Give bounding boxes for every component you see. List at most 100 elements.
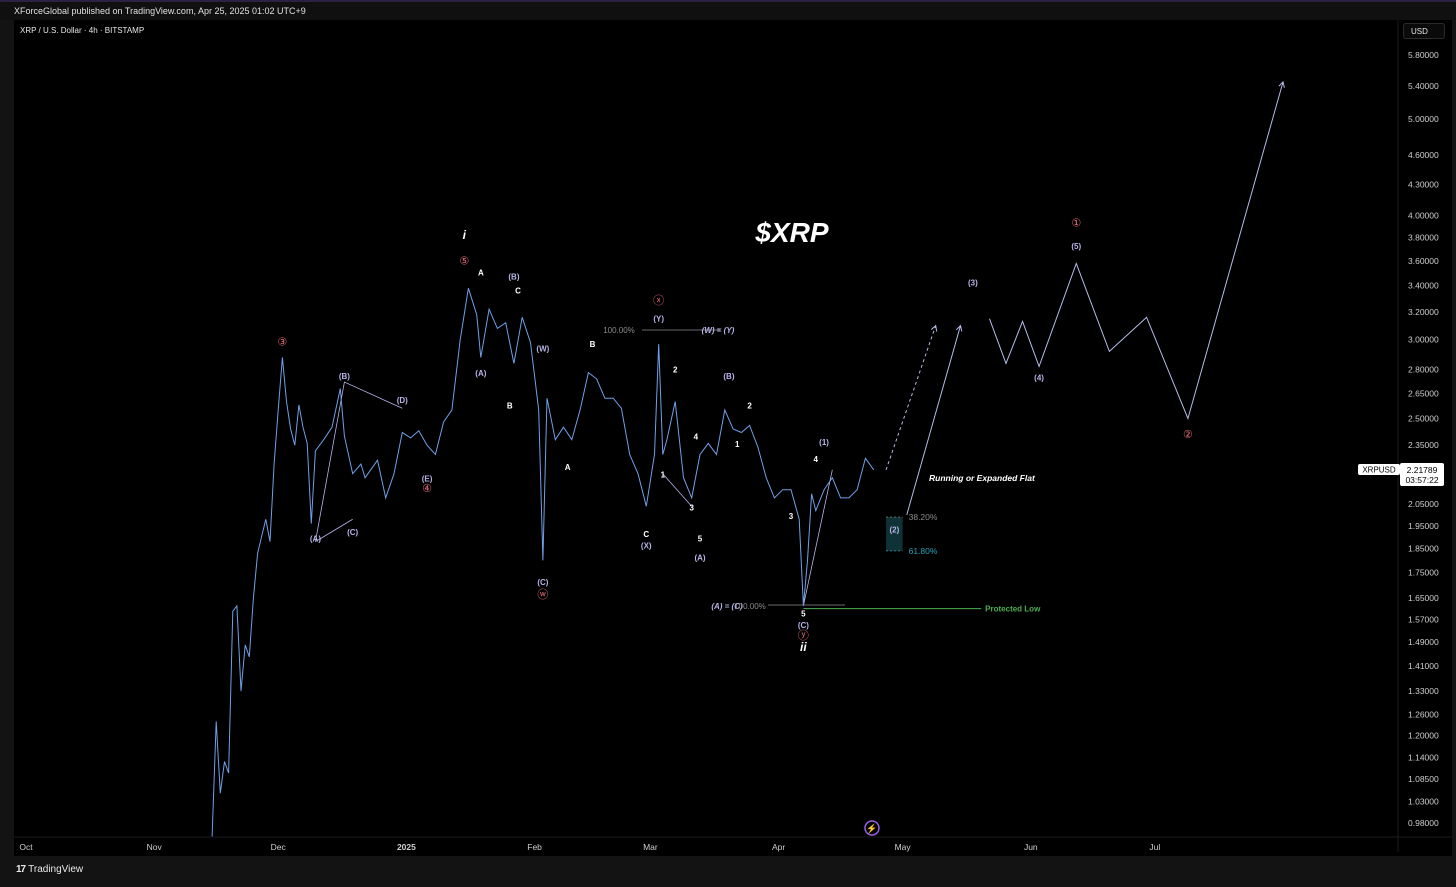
protected-low-label: Protected Low [985,605,1041,614]
wave-label: (1) [819,438,829,447]
fib-382-label: 38.20% [909,512,938,522]
wave-label: 5 [698,535,703,544]
currency-button[interactable]: USD [1403,23,1445,39]
last-price-box [1400,463,1444,486]
fib-100-top-label: 100.00% [603,326,635,335]
price-tick-label: 1.75000 [1408,568,1439,578]
price-tick-label: 2.50000 [1408,413,1439,423]
wave-label: (W) [536,344,549,353]
price-tick-label: 5.40000 [1408,81,1439,91]
price-tick-label: 1.20000 [1408,731,1439,741]
wave-label: (A) [475,369,486,378]
structure-line [315,381,403,542]
dashed-projection [885,325,937,470]
tradingview-logo[interactable]: 17 TradingView [16,864,83,875]
time-tick-label: May [895,842,912,852]
price-tick-label: 5.00000 [1408,114,1439,124]
time-tick-label: Mar [643,842,658,852]
time-tick-label: Dec [271,842,287,852]
wave-label: 1 [735,440,740,449]
price-tick-label: 2.80000 [1408,365,1439,375]
wave-label: C [515,286,521,295]
price-axis: 5.80000 5.40000 5.00000 4.60000 4.30000 4.000… [1408,50,1439,828]
time-tick-label: Oct [19,842,33,852]
wave-label: 3 [690,504,695,513]
price-line[interactable] [211,288,875,837]
wave-label: A [565,463,571,472]
wave-labels: ③(A)(B)(C)(D)(E)④i⑤A(A)(B)CB(W)(C)ⓦABC(X… [277,217,1193,653]
wave-label: i [463,228,467,242]
wave-label: B [507,401,513,410]
chart-title: $XRP [754,217,828,248]
wave-label: (B) [339,372,350,381]
wave-label: (C) [798,621,809,630]
symbol-tag: XRPUSD [1362,466,1396,475]
time-tick-label: Apr [772,842,785,852]
wave-label: B [590,340,596,349]
price-tick-label: 3.20000 [1408,307,1439,317]
price-tick-label: 2.35000 [1408,440,1439,450]
price-tick-label: 1.41000 [1408,661,1439,671]
fib-100-bottom-label: 100.00% [734,602,766,611]
price-tick-label: 0.98000 [1408,818,1439,828]
time-tick-label: 2025 [397,842,416,852]
price-tick-label: 3.00000 [1408,335,1439,345]
projection-paths[interactable] [885,80,1285,516]
fib-zone-box[interactable] [886,517,903,551]
price-axis-panel[interactable] [1398,20,1452,837]
structure-line [315,518,353,542]
wave-label: (5) [1071,242,1081,251]
price-tick-label: 1.26000 [1408,709,1439,719]
symbol-title[interactable]: XRP / U.S. Dollar · 4h · BITSTAMP [20,26,145,35]
time-tick-label: Feb [527,842,542,852]
wave-label: 1 [661,471,666,480]
price-tick-label: 1.49000 [1408,637,1439,647]
price-tick-label: 1.65000 [1408,593,1439,603]
structure-line [662,473,693,507]
tradingview-brand: TradingView [28,864,84,875]
chart-area[interactable] [14,20,1452,866]
wave-label: 4 [694,433,699,442]
wave-label: (C) [347,528,358,537]
time-axis: Oct Nov Dec 2025 Feb Mar Apr May Jun Jul [19,842,1160,852]
wave-label: ⑤ [459,256,469,268]
future-projection-arrowhead [1278,80,1285,88]
solid-projection [906,325,961,516]
price-tick-label: 3.60000 [1408,256,1439,266]
time-tick-label: Jul [1149,842,1160,852]
wave-label: (B) [723,372,734,381]
wave-label: (2) [889,526,899,535]
dashed-projection-arrowhead [930,324,938,332]
wave-label: (C) [537,578,548,587]
protected-low-line[interactable]: Protected Low [803,605,1041,614]
price-tick-label: 1.14000 [1408,753,1439,763]
price-tick-label: 1.08500 [1408,774,1439,784]
price-tick-label: 1.03000 [1408,797,1439,807]
wave-label: 2 [747,401,752,410]
wave-label: ① [1071,217,1081,229]
fib-retracement-zone[interactable]: 38.20% 61.80% [886,512,938,556]
price-tick-label: 4.60000 [1408,150,1439,160]
price-tick-label: 4.00000 [1408,210,1439,220]
wave-structure-lines[interactable] [315,381,833,606]
publish-info: XForceGlobal published on TradingView.co… [14,6,306,16]
price-tick-label: 3.40000 [1408,281,1439,291]
wave-label: C [643,530,649,539]
wave-label: ⓨ [798,629,809,642]
wave-label: (B) [508,272,519,281]
wave-label: 4 [814,455,819,464]
time-tick-label: Jun [1024,842,1038,852]
wave-label: 2 [673,366,678,375]
price-tick-label: 5.80000 [1408,50,1439,60]
wave-label: (A) [694,553,705,562]
last-price: 2.21789 [1407,465,1438,475]
wave-label: (4) [1034,373,1044,382]
wave-label: (X) [641,542,652,551]
flat-note: Running or Expanded Flat [929,473,1036,483]
price-tick-label: 1.33000 [1408,686,1439,696]
symbol-tag-box [1358,464,1400,475]
bolt-icon[interactable] [864,820,880,836]
bar-countdown: 03:57:22 [1405,475,1438,485]
wave-label: ③ [277,337,287,349]
